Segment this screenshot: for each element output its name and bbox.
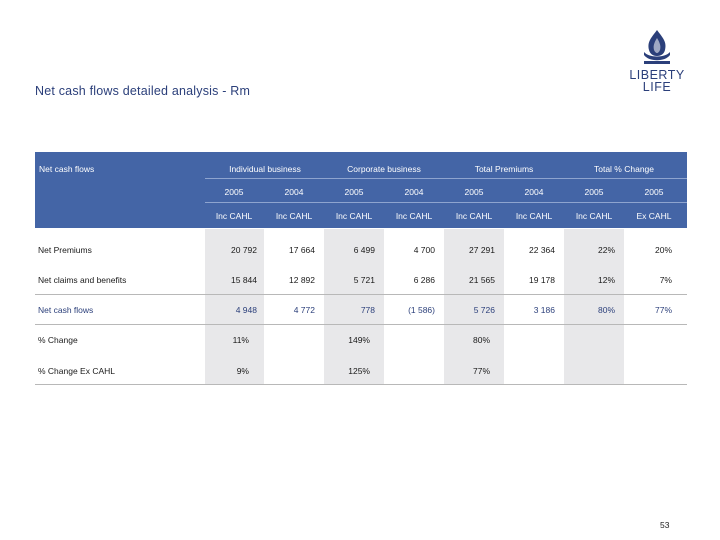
table-cell: 125% xyxy=(348,366,370,376)
group-total-change: Total % Change xyxy=(593,164,654,174)
table-cell: 12% xyxy=(597,275,615,285)
shade-col-premiums xyxy=(444,229,504,384)
sub-7: Inc CAHL xyxy=(575,211,613,221)
table-cell: 77% xyxy=(654,305,672,315)
flame-icon xyxy=(644,30,670,64)
table-rule-1 xyxy=(35,294,687,295)
group-total-premiums: Total Premiums xyxy=(474,164,534,174)
logo-text-line2: LIFE xyxy=(642,80,672,94)
table-cell: 4 948 xyxy=(235,305,257,315)
year-1: 2005 xyxy=(224,187,244,197)
table-cell: 22% xyxy=(597,245,615,255)
year-3: 2005 xyxy=(344,187,364,197)
header-rule-2 xyxy=(205,202,687,203)
header-stub: Net cash flows xyxy=(35,152,195,228)
row-label-net-cash-flows: Net cash flows xyxy=(38,305,94,315)
sub-2: Inc CAHL xyxy=(275,211,313,221)
table-cell: 20% xyxy=(654,245,672,255)
table-cell: 27 291 xyxy=(469,245,495,255)
year-7: 2005 xyxy=(584,187,604,197)
table-cell: 11% xyxy=(232,335,249,345)
header-stub-label: Net cash flows xyxy=(39,164,95,174)
liberty-life-logo: LIBERTY LIFE xyxy=(622,28,692,98)
table-cell: 77% xyxy=(472,366,490,376)
table-cell: 7% xyxy=(659,275,672,285)
sub-5: Inc CAHL xyxy=(455,211,493,221)
table-cell: 15 844 xyxy=(231,275,257,285)
page-number: 53 xyxy=(660,520,670,530)
table-cell: 4 772 xyxy=(293,305,315,315)
row-label-net-claims: Net claims and benefits xyxy=(38,275,127,285)
logo-text-line1: LIBERTY xyxy=(629,68,685,82)
table-cell: 21 565 xyxy=(469,275,495,285)
table-cell: 5 721 xyxy=(353,275,375,285)
table-cell: 17 664 xyxy=(289,245,315,255)
table-cell: 5 726 xyxy=(473,305,495,315)
header-rule-1 xyxy=(205,178,687,179)
table-cell: 12 892 xyxy=(289,275,315,285)
year-2: 2004 xyxy=(284,187,304,197)
year-8: 2005 xyxy=(644,187,664,197)
table-cell: (1 586) xyxy=(408,305,435,315)
table-cell: 6 499 xyxy=(353,245,375,255)
year-6: 2004 xyxy=(524,187,544,197)
table-cell: 80% xyxy=(472,335,490,345)
sub-1: Inc CAHL xyxy=(215,211,253,221)
row-label-net-premiums: Net Premiums xyxy=(38,245,92,255)
year-5: 2005 xyxy=(464,187,484,197)
table-header xyxy=(35,152,687,228)
table-cell: 80% xyxy=(597,305,615,315)
sub-3: Inc CAHL xyxy=(335,211,373,221)
table-cell: 149% xyxy=(348,335,370,345)
table-cell: 6 286 xyxy=(413,275,435,285)
group-individual-business: Individual business xyxy=(229,164,301,174)
table-cell: 4 700 xyxy=(413,245,435,255)
sub-4: Inc CAHL xyxy=(395,211,433,221)
shade-col-corporate xyxy=(324,229,384,384)
shade-col-change xyxy=(564,229,624,384)
table-cell: 22 364 xyxy=(529,245,555,255)
table-cell: 20 792 xyxy=(231,245,257,255)
table-cell: 19 178 xyxy=(529,275,555,285)
sub-8: Ex CAHL xyxy=(636,211,672,221)
table-rule-2 xyxy=(35,324,687,325)
row-label-change: % Change xyxy=(38,335,78,345)
table-rule-bottom xyxy=(35,384,687,385)
table-cell: 778 xyxy=(360,305,375,315)
year-4: 2004 xyxy=(404,187,424,197)
row-label-change-ex-cahl: % Change Ex CAHL xyxy=(38,366,116,376)
page-title: Net cash flows detailed analysis - Rm xyxy=(35,84,251,98)
table-cell: 9% xyxy=(236,366,249,376)
shade-col-individual xyxy=(205,229,264,384)
group-corporate-business: Corporate business xyxy=(347,164,421,174)
table-cell: 3 186 xyxy=(533,305,555,315)
sub-6: Inc CAHL xyxy=(515,211,553,221)
